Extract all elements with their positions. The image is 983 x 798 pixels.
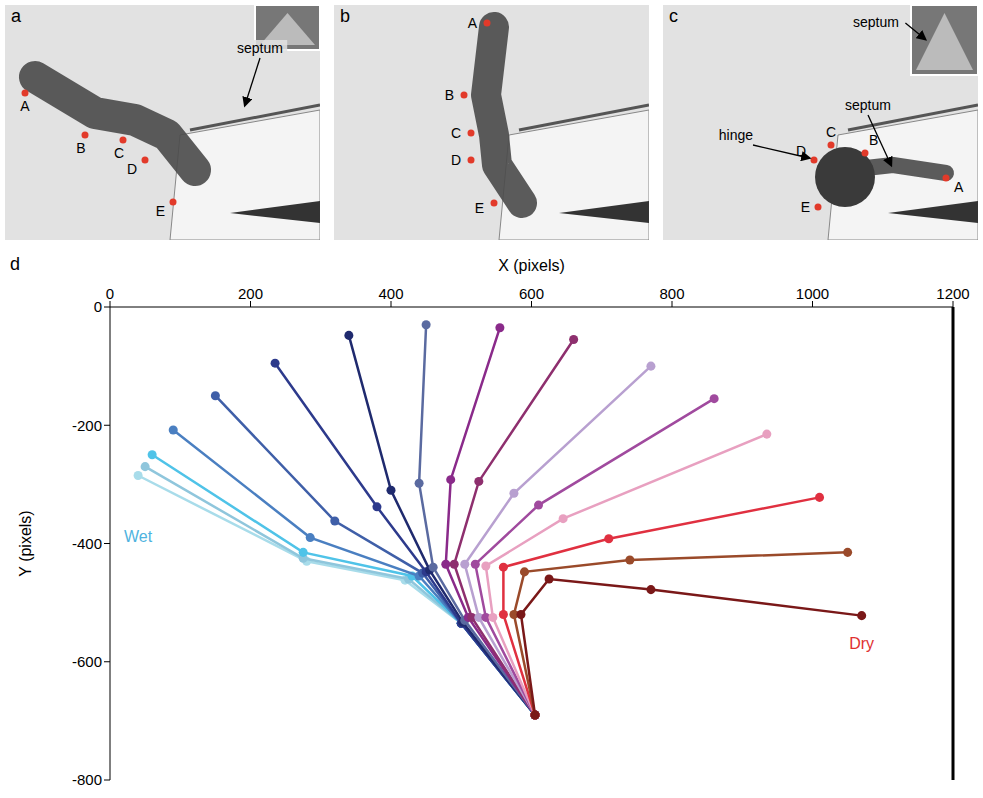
svg-text:-800: -800 [72, 771, 102, 788]
svg-text:1200: 1200 [936, 285, 969, 302]
svg-text:-200: -200 [72, 417, 102, 434]
svg-text:400: 400 [378, 285, 403, 302]
svg-text:B: B [76, 140, 85, 156]
svg-text:Y (pixels): Y (pixels) [17, 510, 34, 576]
svg-text:Wet: Wet [124, 528, 153, 545]
svg-text:200: 200 [238, 285, 263, 302]
svg-text:600: 600 [519, 285, 544, 302]
svg-text:c: c [669, 6, 678, 26]
svg-text:b: b [340, 6, 350, 26]
svg-text:B: B [445, 87, 454, 103]
svg-text:C: C [451, 125, 461, 141]
svg-text:D: D [795, 143, 806, 159]
svg-text:septum: septum [237, 40, 283, 56]
svg-text:A: A [20, 98, 30, 114]
svg-text:E: E [801, 199, 810, 215]
svg-text:septum: septum [845, 97, 891, 113]
svg-text:A: A [468, 15, 478, 31]
svg-text:C: C [114, 145, 124, 161]
svg-text:0: 0 [106, 285, 114, 302]
svg-text:800: 800 [659, 285, 684, 302]
svg-text:C: C [826, 124, 836, 140]
svg-text:0: 0 [94, 298, 102, 315]
svg-text:a: a [11, 6, 22, 26]
svg-text:hinge: hinge [719, 127, 753, 143]
svg-text:1000: 1000 [796, 285, 829, 302]
svg-text:septum: septum [853, 14, 899, 30]
svg-text:X (pixels): X (pixels) [498, 257, 565, 274]
svg-text:Dry: Dry [849, 635, 874, 652]
svg-text:A: A [954, 179, 964, 195]
svg-text:E: E [475, 200, 484, 216]
svg-text:-400: -400 [72, 535, 102, 552]
svg-text:D: D [127, 161, 137, 177]
svg-text:-600: -600 [72, 653, 102, 670]
html-text:d: d [10, 254, 20, 274]
svg-text:B: B [869, 132, 879, 148]
svg-text:D: D [451, 152, 461, 168]
svg-text:E: E [156, 203, 165, 219]
